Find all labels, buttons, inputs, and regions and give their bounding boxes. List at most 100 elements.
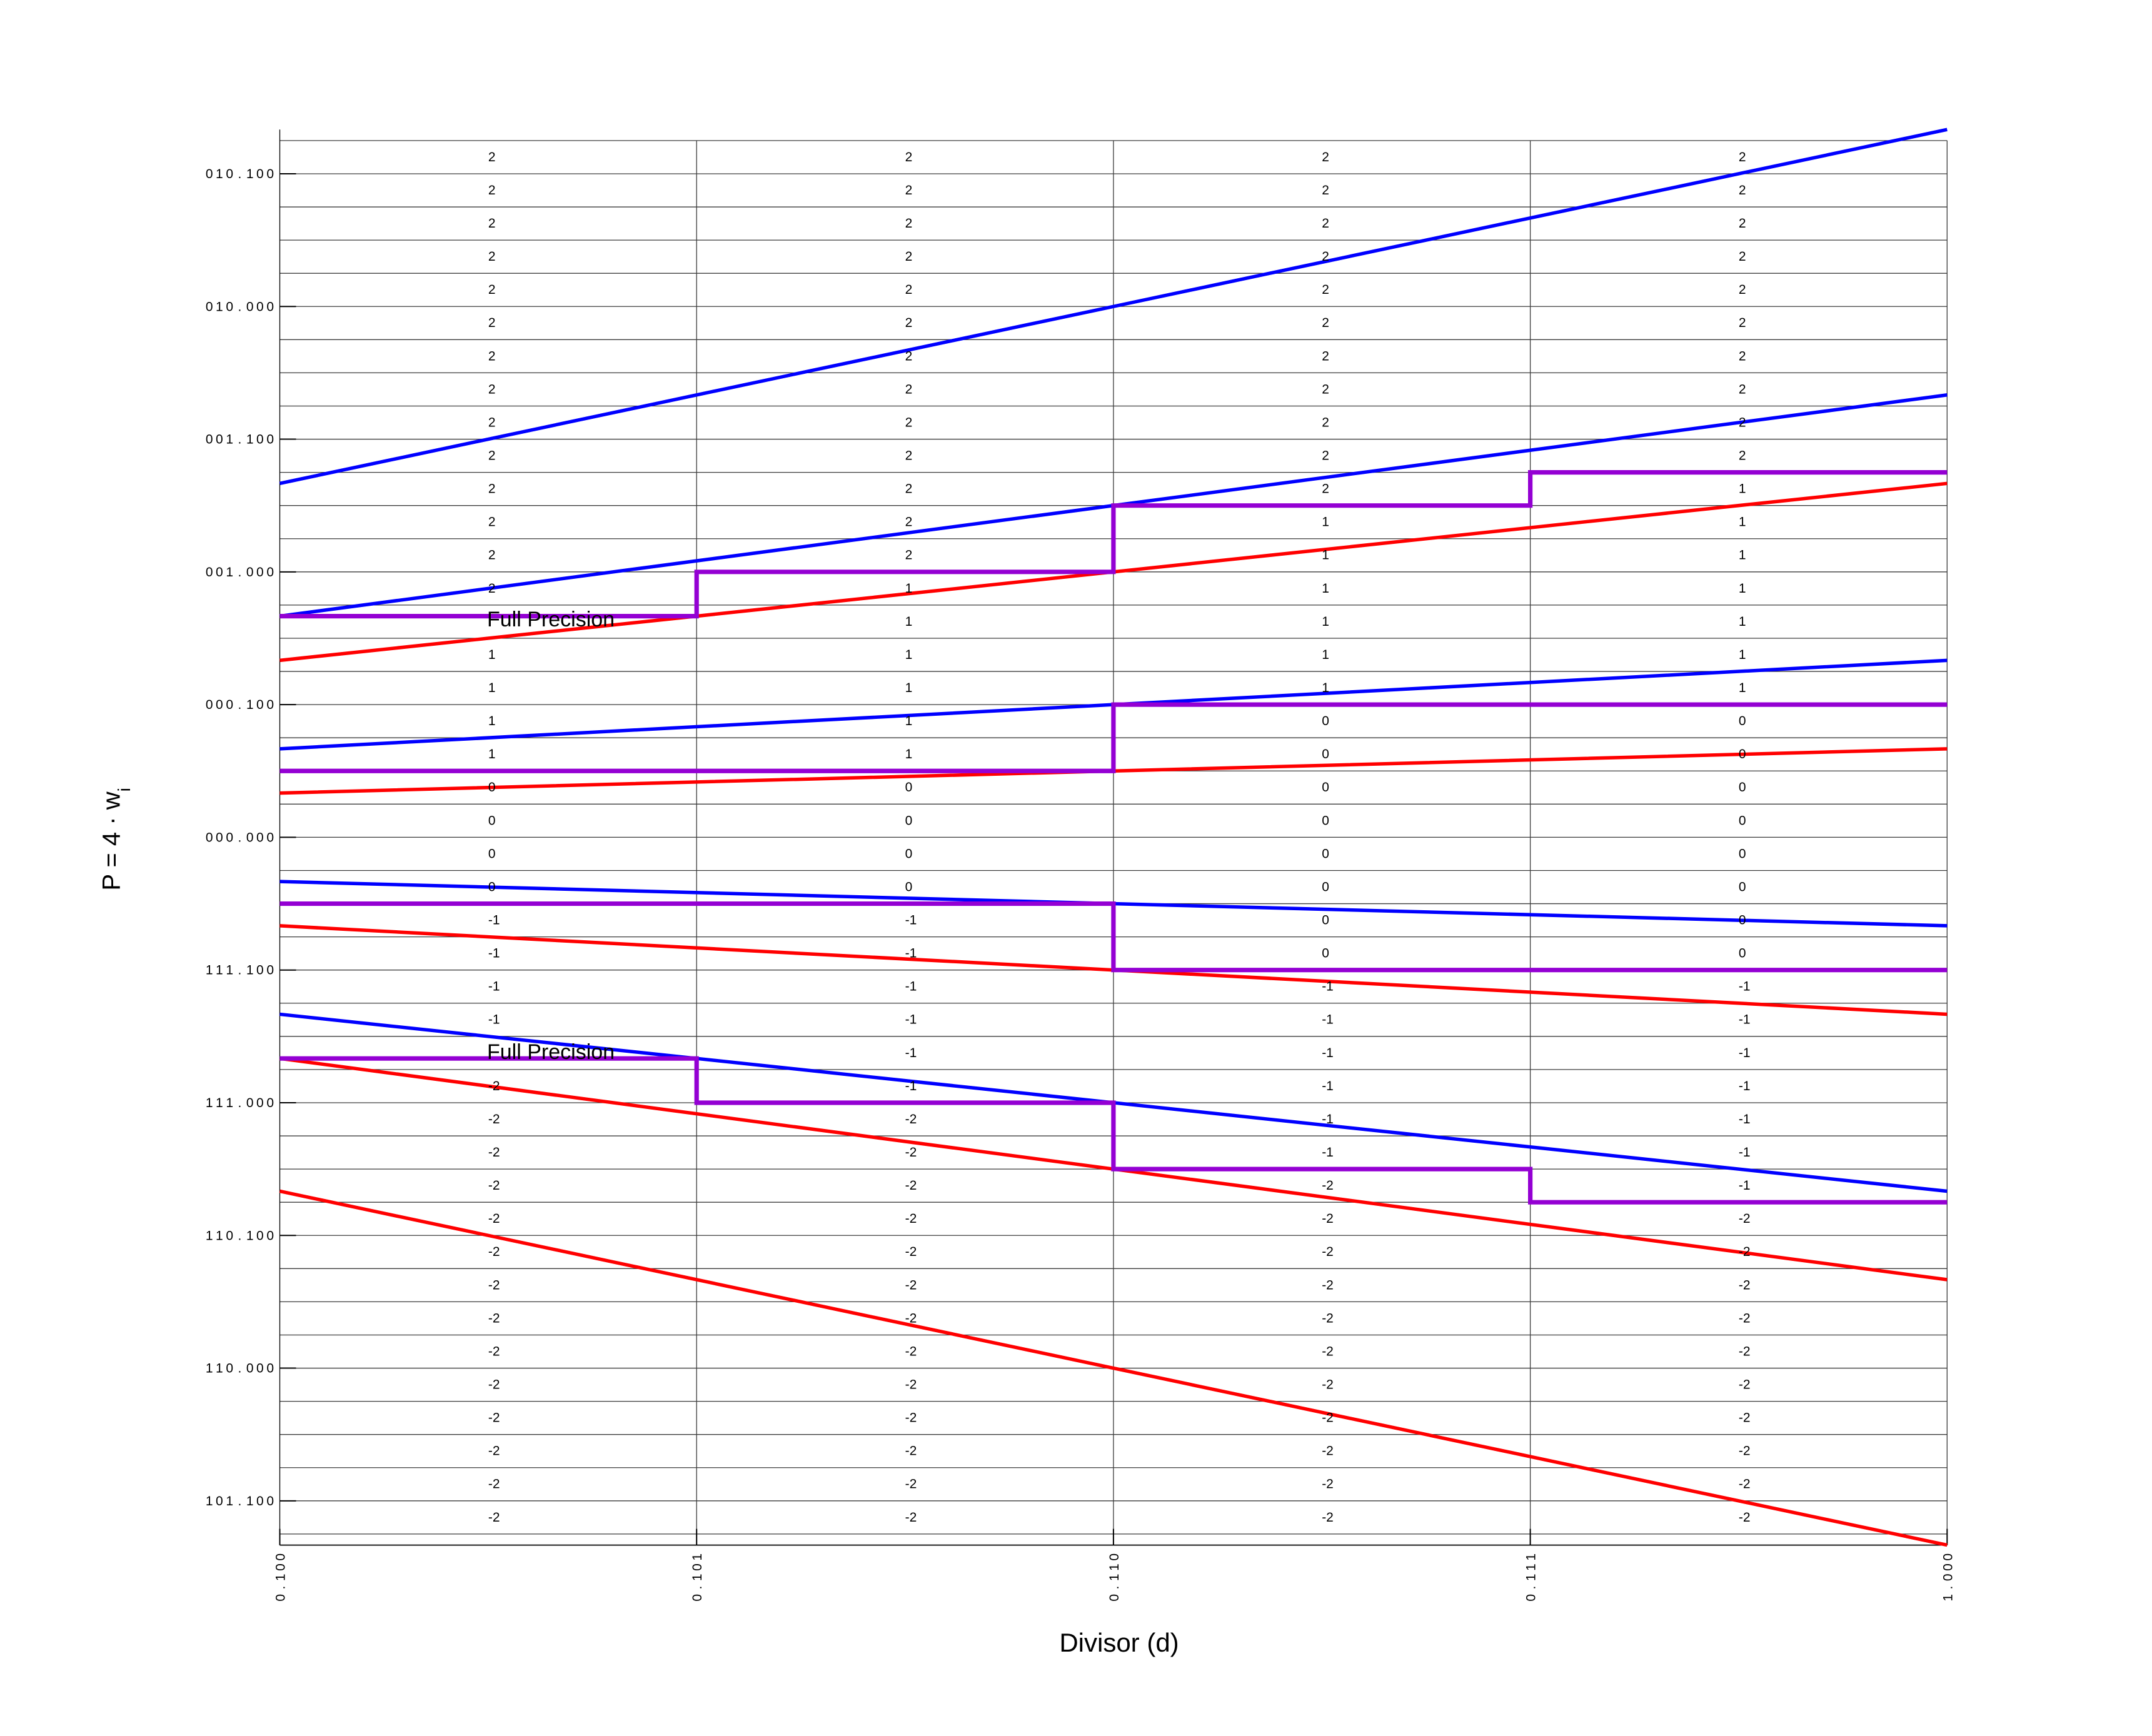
svg-text:1: 1 (246, 1494, 254, 1508)
svg-text:2: 2 (488, 349, 496, 363)
svg-text:0: 0 (266, 963, 274, 978)
svg-text:-2: -2 (905, 1245, 917, 1259)
svg-text:-1: -1 (905, 1013, 917, 1027)
svg-text:-2: -2 (488, 1178, 500, 1193)
svg-text:-2: -2 (1322, 1178, 1334, 1193)
svg-text:0: 0 (1739, 747, 1746, 761)
svg-text:-1: -1 (1739, 1013, 1751, 1027)
svg-text:-2: -2 (1739, 1378, 1751, 1392)
svg-text:2: 2 (1322, 150, 1329, 164)
svg-text:1: 1 (226, 963, 233, 978)
svg-text:0: 0 (216, 565, 223, 580)
svg-text:0: 0 (1322, 880, 1329, 894)
svg-text:2: 2 (905, 515, 913, 529)
svg-text:0: 0 (206, 167, 213, 181)
svg-text:-1: -1 (1322, 1046, 1334, 1060)
svg-text:0: 0 (1322, 747, 1329, 761)
svg-text:2: 2 (905, 415, 913, 429)
svg-text:0: 0 (266, 830, 274, 845)
svg-text:2: 2 (1322, 482, 1329, 496)
svg-text:.: . (238, 433, 241, 447)
svg-text:2: 2 (1739, 349, 1746, 363)
svg-text:2: 2 (905, 216, 913, 231)
svg-text:.: . (238, 299, 241, 314)
svg-text:0: 0 (1739, 813, 1746, 828)
svg-text:.: . (238, 963, 241, 978)
svg-text:1: 1 (1739, 515, 1746, 529)
svg-text:-1: -1 (905, 1046, 917, 1060)
svg-text:-2: -2 (488, 1278, 500, 1292)
svg-text:1: 1 (216, 167, 223, 181)
svg-text:0: 0 (256, 698, 264, 712)
svg-text:2: 2 (1322, 183, 1329, 198)
svg-text:-1: -1 (905, 980, 917, 994)
svg-text:-2: -2 (1739, 1411, 1751, 1425)
svg-text:-2: -2 (1322, 1411, 1334, 1425)
svg-text:.: . (238, 698, 241, 712)
svg-text:2: 2 (905, 349, 913, 363)
svg-text:-2: -2 (488, 1444, 500, 1458)
svg-text:1: 1 (226, 433, 233, 447)
svg-text:0: 0 (246, 830, 254, 845)
svg-text:0: 0 (256, 299, 264, 314)
svg-text:-2: -2 (488, 1477, 500, 1492)
svg-text:0: 0 (1322, 913, 1329, 928)
svg-text:-1: -1 (1739, 1112, 1751, 1126)
svg-text:2: 2 (488, 150, 496, 164)
svg-text:-1: -1 (905, 913, 917, 928)
svg-text:-2: -2 (1322, 1278, 1334, 1292)
svg-text:1: 1 (905, 681, 913, 695)
svg-text:1: 1 (1739, 681, 1746, 695)
svg-text:0: 0 (216, 1494, 223, 1508)
svg-text:2: 2 (1322, 415, 1329, 429)
svg-text:-2: -2 (905, 1112, 917, 1126)
svg-text:.: . (238, 565, 241, 580)
svg-text:0.110: 0.110 (1107, 1553, 1122, 1602)
svg-text:-2: -2 (905, 1444, 917, 1458)
svg-text:2: 2 (905, 482, 913, 496)
svg-text:1: 1 (905, 581, 913, 596)
svg-text:1: 1 (905, 615, 913, 629)
svg-text:2: 2 (905, 449, 913, 463)
svg-text:2: 2 (488, 548, 496, 563)
svg-text:1: 1 (905, 648, 913, 662)
svg-text:-2: -2 (905, 1145, 917, 1160)
svg-text:-1: -1 (1322, 1112, 1334, 1126)
svg-text:-1: -1 (905, 1079, 917, 1093)
svg-text:2: 2 (1739, 249, 1746, 264)
svg-text:-2: -2 (1322, 1344, 1334, 1358)
svg-text:.: . (238, 1228, 241, 1243)
svg-text:1: 1 (1322, 515, 1329, 529)
svg-text:0: 0 (246, 1096, 254, 1110)
svg-text:1: 1 (1322, 648, 1329, 662)
svg-text:-2: -2 (1739, 1245, 1751, 1259)
svg-text:2: 2 (1322, 249, 1329, 264)
svg-text:-2: -2 (1739, 1510, 1751, 1525)
svg-text:-2: -2 (1739, 1344, 1751, 1358)
svg-text:0: 0 (226, 1228, 233, 1243)
svg-text:2: 2 (905, 548, 913, 563)
svg-text:-2: -2 (905, 1378, 917, 1392)
svg-text:1: 1 (216, 963, 223, 978)
svg-text:2: 2 (1739, 449, 1746, 463)
svg-text:2: 2 (1322, 316, 1329, 330)
svg-text:0: 0 (1739, 880, 1746, 894)
svg-text:0: 0 (1322, 846, 1329, 861)
svg-text:-2: -2 (488, 1510, 500, 1525)
svg-text:2: 2 (488, 449, 496, 463)
svg-text:-2: -2 (905, 1510, 917, 1525)
svg-text:0: 0 (266, 167, 274, 181)
svg-text:0: 0 (266, 1096, 274, 1110)
svg-text:0: 0 (905, 880, 913, 894)
svg-text:0: 0 (905, 780, 913, 795)
svg-text:1: 1 (488, 681, 496, 695)
svg-text:-2: -2 (1322, 1212, 1334, 1226)
svg-text:0: 0 (256, 1362, 264, 1376)
svg-text:0: 0 (256, 565, 264, 580)
svg-text:2: 2 (488, 283, 496, 297)
svg-text:1: 1 (226, 565, 233, 580)
svg-text:-2: -2 (1322, 1444, 1334, 1458)
svg-text:2: 2 (488, 415, 496, 429)
svg-text:0: 0 (488, 813, 496, 828)
svg-text:2: 2 (905, 150, 913, 164)
